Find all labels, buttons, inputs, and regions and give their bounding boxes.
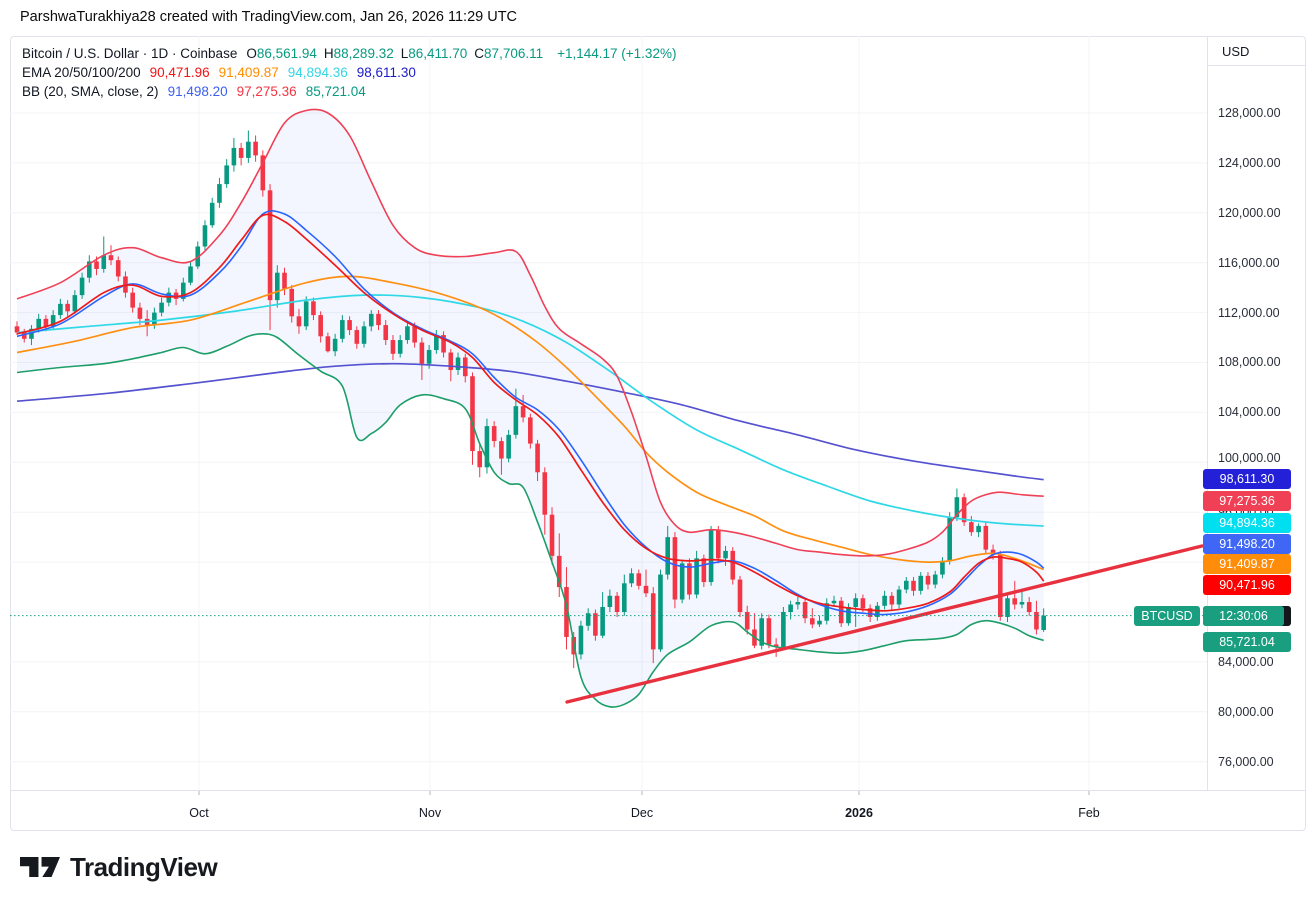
ema-50-line (16, 275, 1045, 571)
time-axis-label: Oct (189, 806, 209, 820)
tradingview-logo[interactable]: TradingView (20, 847, 218, 887)
price-badge-ema-100: 94,894.36 (1203, 513, 1291, 533)
price-axis-label: 116,000.00 (1218, 256, 1280, 270)
legend-symbol-row[interactable]: Bitcoin / U.S. Dollar · 1D · Coinbase O8… (22, 44, 676, 63)
price-axis-label: 80,000.00 (1218, 705, 1274, 719)
price-axis-label: 124,000.00 (1218, 156, 1281, 170)
bb-lower-line (16, 332, 1044, 708)
bar-countdown-badge: 12:30:06 (1203, 606, 1284, 626)
bb-upper-line (16, 108, 1044, 557)
price-badge-ema-200: 98,611.30 (1203, 469, 1291, 489)
bb-values: 91,498.20 97,275.36 85,721.04 (168, 82, 375, 101)
bollinger-band-fill (17, 109, 1044, 708)
ema-value: 91,409.87 (218, 65, 279, 80)
attribution-text: ParshwaTurakhiya28 created with TradingV… (20, 9, 518, 25)
legend-bb-row[interactable]: BB (20, SMA, close, 2) 91,498.20 97,275.3… (22, 82, 676, 101)
tradingview-glyph-icon (20, 857, 60, 877)
price-badge-ema-50: 91,409.87 (1203, 554, 1291, 574)
legend-ema-row[interactable]: EMA 20/50/100/200 90,471.96 91,409.87 94,8… (22, 63, 676, 82)
price-axis-label: 112,000.00 (1218, 306, 1280, 320)
bb-indicator-label: BB (20, SMA, close, 2) (22, 84, 159, 99)
ema-value: 94,894.36 (287, 65, 348, 80)
change-value: +1,144.17 (+1.32%) (557, 46, 677, 61)
ohlc-l-value: L86,411.70 (400, 46, 468, 61)
ema-200-line (16, 362, 1044, 481)
time-axis-label: Nov (418, 806, 442, 820)
price-axis-separator (1207, 36, 1208, 790)
price-badge-bb-upper: 97,275.36 (1203, 491, 1291, 511)
price-axis-label: 76,000.00 (1218, 755, 1274, 769)
ohlc-o-value: O86,561.94 (246, 46, 317, 61)
bb-value: 85,721.04 (305, 84, 366, 99)
time-axis-label: Dec (630, 806, 654, 820)
bb-value: 91,498.20 (167, 84, 228, 99)
ema-value: 90,471.96 (149, 65, 210, 80)
price-axis-currency-label[interactable]: USD (1208, 37, 1305, 66)
ema-100-line (16, 294, 1044, 527)
ohlc-c-value: C87,706.11 (474, 46, 544, 61)
price-badge-ema-20: 90,471.96 (1203, 575, 1291, 595)
support-trendline[interactable] (565, 544, 1204, 704)
chart-legend: Bitcoin / U.S. Dollar · 1D · Coinbase O8… (22, 44, 676, 101)
ohlc-h-value: H88,289.32 (323, 46, 394, 61)
price-axis-label: 120,000.00 (1218, 206, 1281, 220)
bb-basis-sma-20-line (16, 210, 1045, 616)
chart-widget-frame (10, 36, 1306, 831)
bb-value: 97,275.36 (236, 84, 297, 99)
symbol-price-flag: BTCUSD (1134, 606, 1200, 626)
grid-lines (10, 36, 1207, 790)
ema-value: 98,611.30 (356, 65, 416, 80)
ema-20-line (16, 213, 1045, 612)
price-axis-label: 104,000.00 (1218, 405, 1281, 419)
tradingview-wordmark: TradingView (70, 851, 218, 882)
price-axis-label: 108,000.00 (1218, 355, 1281, 369)
ohlc-values: O86,561.94 H88,289.32 L86,411.70 C87,706.11 (246, 44, 550, 63)
symbol-title: Bitcoin / U.S. Dollar · 1D · Coinbase (22, 46, 238, 61)
time-axis-label: Feb (1078, 806, 1100, 820)
price-axis-label: 84,000.00 (1218, 655, 1274, 669)
price-badge-bb-basis: 91,498.20 (1203, 534, 1291, 554)
candle-series (14, 130, 1046, 669)
ema-indicator-label: EMA 20/50/100/200 (22, 65, 141, 80)
time-axis-separator (10, 790, 1306, 791)
price-badge-bb-lower: 85,721.04 (1203, 632, 1291, 652)
price-axis-label: 100,000.00 (1218, 451, 1281, 465)
price-axis-label: 128,000.00 (1218, 106, 1281, 120)
time-axis-label: 2026 (845, 806, 873, 820)
ema-values: 90,471.96 91,409.87 94,894.36 98,611.30 (150, 63, 425, 82)
